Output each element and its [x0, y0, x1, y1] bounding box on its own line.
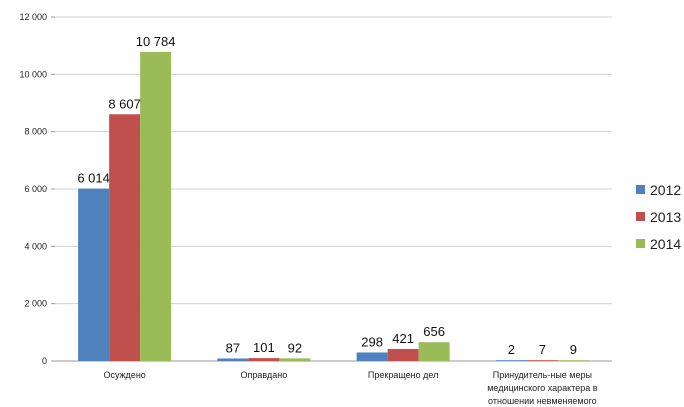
y-tick-label: 0: [42, 356, 47, 366]
y-tick-label: 12 000: [19, 12, 47, 22]
y-axis-ticks: 0 2 000 4 000 6 000 8 000 10 000 12 000: [19, 12, 47, 366]
x-category-label: Прекращено дел: [368, 370, 438, 380]
y-tick-label: 10 000: [19, 69, 47, 79]
bar: [217, 358, 249, 361]
data-label: 101: [253, 340, 275, 355]
data-label: 9: [570, 342, 577, 357]
legend: 2012 2013 2014: [636, 176, 681, 257]
data-label: 656: [423, 324, 445, 339]
bar: [356, 352, 388, 361]
y-tick-label: 6 000: [24, 184, 47, 194]
y-tick-label: 8 000: [24, 127, 47, 137]
bar: [109, 114, 141, 362]
legend-item-2014: 2014: [636, 230, 681, 257]
bar: [387, 348, 419, 361]
data-label: 7: [539, 342, 546, 357]
legend-item-2013: 2013: [636, 203, 681, 230]
data-label: 92: [288, 340, 302, 355]
bar: [140, 51, 172, 361]
x-category-label: отношении невменяемого: [488, 396, 597, 406]
data-label: 10 784: [136, 34, 176, 49]
x-axis-labels: Осуждено Оправдано Прекращено дел Принудите…: [103, 370, 597, 406]
bar: [248, 358, 280, 361]
legend-label: 2013: [650, 208, 682, 225]
bar: [418, 342, 450, 361]
data-label: 2: [508, 342, 515, 357]
bar: [526, 360, 558, 361]
x-category-label: медицинского характера в: [487, 383, 598, 393]
data-label: 421: [392, 331, 414, 346]
data-labels: 6 014 8 607 10 784 87 101 92 298 421 656 2 7 9: [77, 34, 577, 357]
x-category-label: Принудитель-ные меры: [493, 370, 592, 380]
bars: [78, 51, 589, 362]
legend-swatch: [636, 212, 645, 221]
data-label: 87: [226, 341, 240, 356]
data-label: 8 607: [108, 96, 141, 111]
data-label: 6 014: [77, 171, 110, 186]
legend-item-2012: 2012: [636, 176, 681, 203]
bar: [495, 360, 527, 361]
y-tick-label: 4 000: [24, 241, 47, 251]
data-label: 298: [361, 334, 383, 349]
bar: [78, 188, 110, 361]
legend-swatch: [636, 239, 645, 248]
x-category-label: Оправдано: [240, 370, 287, 380]
legend-label: 2012: [650, 181, 682, 198]
bar: [557, 360, 589, 361]
y-tick-label: 2 000: [24, 299, 47, 309]
x-category-label: Осуждено: [103, 370, 145, 380]
legend-label: 2014: [650, 235, 682, 252]
bar: [279, 358, 311, 361]
legend-swatch: [636, 185, 645, 194]
